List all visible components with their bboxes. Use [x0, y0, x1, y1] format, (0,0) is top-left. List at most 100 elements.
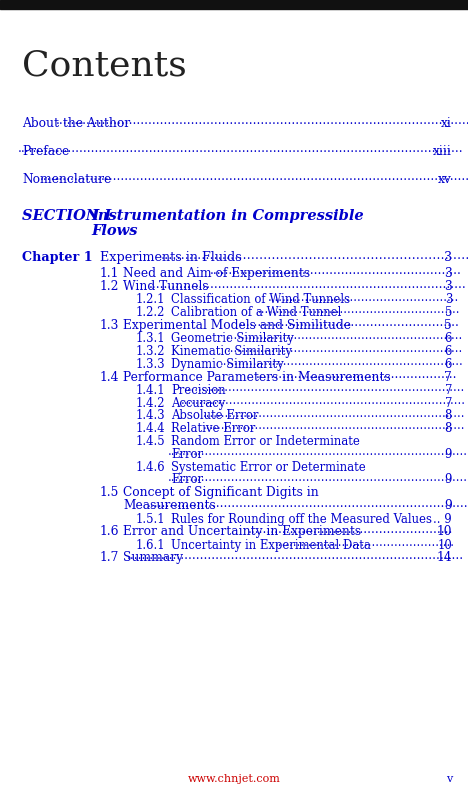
Text: Concept of Significant Digits in: Concept of Significant Digits in: [123, 486, 319, 499]
Text: .........................................................: ........................................…: [239, 317, 460, 329]
Text: Relative Error: Relative Error: [171, 422, 255, 435]
Text: 7: 7: [445, 397, 452, 409]
Text: Instrumentation in Compressible: Instrumentation in Compressible: [91, 209, 364, 223]
Text: Performance Parameters in Measurements: Performance Parameters in Measurements: [123, 371, 391, 383]
Text: ............................................................................: ........................................…: [181, 394, 466, 407]
Text: .....................................................: ........................................…: [249, 523, 453, 536]
Text: Dynamic Similarity: Dynamic Similarity: [171, 358, 284, 371]
Text: 1.1: 1.1: [100, 267, 119, 280]
Text: 7: 7: [444, 371, 452, 383]
Text: Random Error or Indeterminate: Random Error or Indeterminate: [171, 435, 360, 448]
Text: Measurements: Measurements: [123, 500, 216, 512]
Text: .................................................................: ........................................…: [210, 265, 462, 277]
Text: ................................................................................: ........................................…: [55, 115, 468, 128]
Text: 9: 9: [445, 474, 452, 486]
Text: xi: xi: [441, 117, 452, 130]
Text: ................................................................................: ........................................…: [127, 549, 464, 562]
Text: ...........................................................................: ........................................…: [184, 381, 466, 394]
Text: ......................................................................: ........................................…: [203, 406, 465, 420]
Text: xiii: xiii: [433, 145, 452, 158]
Text: 1.4.6: 1.4.6: [136, 461, 166, 474]
Text: ................................................................................: ........................................…: [147, 497, 468, 510]
Text: 1.3.3: 1.3.3: [136, 358, 166, 371]
Text: 5: 5: [445, 307, 452, 319]
Text: ................................................................................: ........................................…: [148, 278, 466, 291]
Text: ...............................................................: ........................................…: [227, 329, 463, 342]
Text: About the Author: About the Author: [22, 117, 130, 130]
Text: Uncertainty in Experimental Data: Uncertainty in Experimental Data: [171, 539, 371, 551]
Text: Kinematic Similarity: Kinematic Similarity: [171, 345, 292, 358]
Text: Chapter 1: Chapter 1: [22, 251, 93, 264]
Text: xv: xv: [438, 173, 452, 186]
Text: Wind Tunnels: Wind Tunnels: [123, 280, 209, 293]
Text: 6: 6: [445, 358, 452, 371]
Text: ................................................................................: ........................................…: [40, 170, 468, 184]
Text: ................................................................................: ........................................…: [168, 470, 468, 484]
Text: 1.4: 1.4: [100, 371, 119, 383]
Text: 10: 10: [437, 539, 452, 551]
Text: Accuracy: Accuracy: [171, 397, 226, 409]
Text: 1.4.1: 1.4.1: [136, 384, 166, 397]
Text: 1.6: 1.6: [100, 525, 119, 539]
Text: Error: Error: [171, 447, 203, 461]
Text: Error and Uncertainty in Experiments: Error and Uncertainty in Experiments: [123, 525, 361, 539]
Text: Flows: Flows: [91, 224, 138, 238]
Text: 8: 8: [445, 422, 452, 435]
Text: Precision: Precision: [171, 384, 226, 397]
Text: Experimental Models and Similitude: Experimental Models and Similitude: [123, 319, 351, 332]
Text: 9: 9: [445, 447, 452, 461]
Text: 3: 3: [445, 293, 452, 307]
Text: 8: 8: [445, 409, 452, 422]
Text: 6: 6: [445, 345, 452, 358]
Text: 1.4.5: 1.4.5: [136, 435, 166, 448]
Text: 1.2.1: 1.2.1: [136, 293, 166, 307]
Text: 1.7: 1.7: [100, 551, 119, 565]
Text: 1.4.2: 1.4.2: [136, 397, 166, 409]
Text: www.chnjet.com: www.chnjet.com: [188, 774, 280, 784]
Text: 1.3: 1.3: [100, 319, 119, 332]
Text: 1.3.1: 1.3.1: [136, 332, 166, 345]
Bar: [0, 0, 468, 9]
Text: v: v: [446, 774, 452, 784]
Text: .. 9: .. 9: [433, 512, 452, 526]
Text: SECTION I: SECTION I: [22, 209, 111, 223]
Text: 1.4.4: 1.4.4: [136, 422, 166, 435]
Text: Classification of Wind Tunnels: Classification of Wind Tunnels: [171, 293, 350, 307]
Text: ......................................................: ........................................…: [258, 303, 461, 317]
Text: 1.4.3: 1.4.3: [136, 409, 166, 422]
Text: 9: 9: [444, 500, 452, 512]
Text: Summary: Summary: [123, 551, 183, 565]
Text: ................................................: ........................................…: [275, 536, 455, 549]
Text: Nomenclature: Nomenclature: [22, 173, 111, 186]
Text: 1.2.2: 1.2.2: [136, 307, 165, 319]
Text: 1.2: 1.2: [100, 280, 119, 293]
Text: ...........................................................................: ........................................…: [161, 249, 468, 261]
Text: Contents: Contents: [22, 48, 187, 82]
Text: 1.5.1: 1.5.1: [136, 512, 166, 526]
Text: 5: 5: [444, 319, 452, 332]
Text: 6: 6: [445, 332, 452, 345]
Text: Need and Aim of Experiments: Need and Aim of Experiments: [123, 267, 310, 280]
Text: Preface: Preface: [22, 145, 69, 158]
Text: 1.3.2: 1.3.2: [136, 345, 166, 358]
Text: 3: 3: [444, 267, 452, 280]
Text: 10: 10: [437, 525, 452, 539]
Text: Calibration of a Wind Tunnel: Calibration of a Wind Tunnel: [171, 307, 341, 319]
Text: .................................................................: ........................................…: [219, 355, 463, 368]
Text: ....................................................: ........................................…: [256, 368, 458, 381]
Text: Error: Error: [171, 474, 203, 486]
Text: 1.5: 1.5: [100, 486, 119, 499]
Text: 3: 3: [444, 280, 452, 293]
Text: Systematic Error or Determinate: Systematic Error or Determinate: [171, 461, 366, 474]
Text: Absolute Error: Absolute Error: [171, 409, 258, 422]
Text: 7: 7: [445, 384, 452, 397]
Text: Geometric Similarity: Geometric Similarity: [171, 332, 294, 345]
Text: 14: 14: [436, 551, 452, 565]
Text: ................................................................................: ........................................…: [18, 143, 464, 155]
Text: ......................................................................: ........................................…: [203, 420, 465, 432]
Text: 3: 3: [444, 251, 452, 264]
Text: ...............................................................: ........................................…: [227, 342, 463, 356]
Text: Experiments in Fluids: Experiments in Fluids: [100, 251, 242, 264]
Text: Rules for Rounding off the Measured Values: Rules for Rounding off the Measured Valu…: [171, 512, 432, 526]
Text: 1.6.1: 1.6.1: [136, 539, 166, 551]
